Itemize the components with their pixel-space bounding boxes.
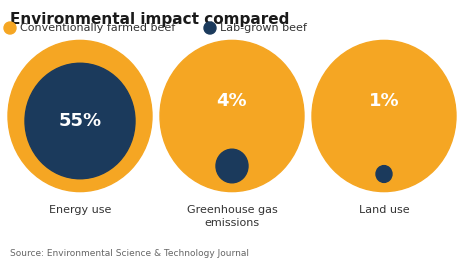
Text: Lab-grown beef: Lab-grown beef — [219, 23, 306, 33]
Text: Land use: Land use — [358, 205, 408, 215]
Text: Environmental impact compared: Environmental impact compared — [10, 12, 289, 27]
Text: Greenhouse gas
emissions: Greenhouse gas emissions — [186, 205, 277, 228]
Text: Source: Environmental Science & Technology Journal: Source: Environmental Science & Technolo… — [10, 249, 249, 258]
Ellipse shape — [25, 63, 135, 179]
Ellipse shape — [216, 149, 247, 183]
Circle shape — [4, 22, 16, 34]
Text: 55%: 55% — [58, 112, 101, 130]
Text: 1%: 1% — [368, 92, 399, 110]
Circle shape — [204, 22, 216, 34]
Text: Energy use: Energy use — [49, 205, 111, 215]
Text: Conventionally farmed beef: Conventionally farmed beef — [20, 23, 175, 33]
Ellipse shape — [311, 40, 455, 192]
Ellipse shape — [160, 40, 303, 192]
Ellipse shape — [8, 40, 152, 192]
Ellipse shape — [375, 166, 391, 182]
Text: 4%: 4% — [216, 92, 247, 110]
